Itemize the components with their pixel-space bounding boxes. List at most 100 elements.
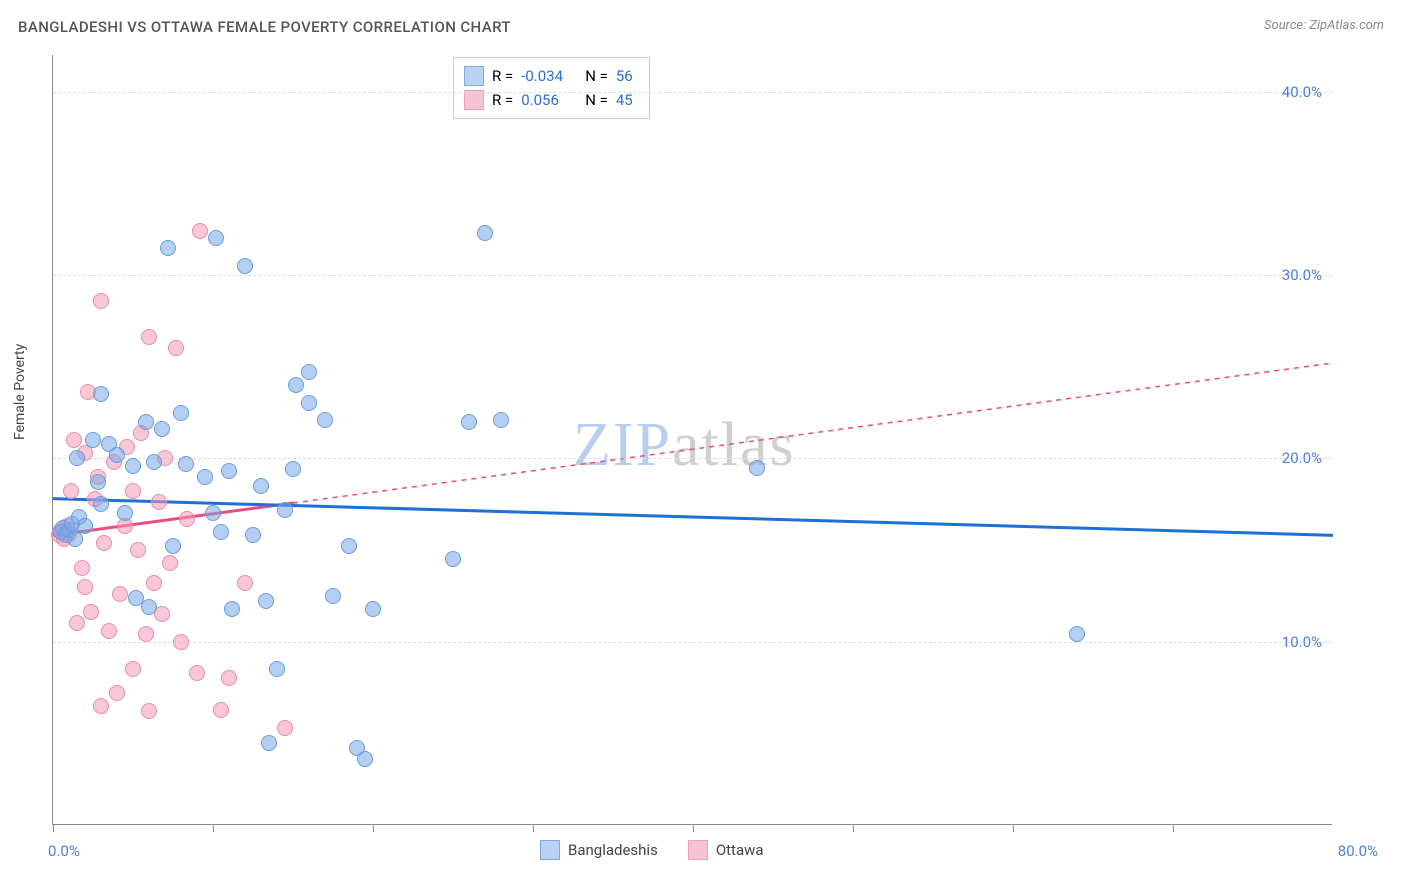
scatter-point-bangladeshis <box>208 230 224 246</box>
x-axis-tick <box>53 824 54 832</box>
scatter-point-bangladeshis <box>317 412 333 428</box>
scatter-point-bangladeshis <box>277 502 293 518</box>
gridline-horizontal <box>53 458 1332 459</box>
scatter-point-bangladeshis <box>237 258 253 274</box>
scatter-point-bangladeshis <box>461 414 477 430</box>
scatter-point-ottawa <box>101 623 117 639</box>
scatter-point-ottawa <box>93 293 109 309</box>
gridline-horizontal <box>53 275 1332 276</box>
scatter-point-bangladeshis <box>213 524 229 540</box>
x-axis-min-label: 0.0% <box>48 842 80 860</box>
x-axis-tick <box>853 824 854 832</box>
scatter-point-ottawa <box>237 575 253 591</box>
legend-r-label: R = <box>492 64 513 88</box>
scatter-point-bangladeshis <box>749 460 765 476</box>
scatter-point-ottawa <box>192 223 208 239</box>
scatter-point-ottawa <box>109 685 125 701</box>
scatter-point-bangladeshis <box>165 538 181 554</box>
scatter-point-bangladeshis <box>154 421 170 437</box>
scatter-point-bangladeshis <box>221 463 237 479</box>
legend-r-value-a: -0.034 <box>521 64 577 88</box>
legend-n-value-a: 56 <box>616 64 633 88</box>
correlation-legend-box: R = -0.034 N = 56 R = 0.056 N = 45 <box>453 57 650 119</box>
trend-lines-layer <box>53 55 1333 825</box>
scatter-point-ottawa <box>168 340 184 356</box>
scatter-point-bangladeshis <box>258 593 274 609</box>
scatter-point-bangladeshis <box>197 469 213 485</box>
scatter-point-ottawa <box>151 494 167 510</box>
scatter-point-ottawa <box>96 535 112 551</box>
swatch-ottawa-icon <box>688 840 708 860</box>
scatter-point-bangladeshis <box>365 601 381 617</box>
scatter-point-bangladeshis <box>325 588 341 604</box>
scatter-point-ottawa <box>83 604 99 620</box>
scatter-point-bangladeshis <box>146 454 162 470</box>
scatter-point-ottawa <box>112 586 128 602</box>
source-label: Source: ZipAtlas.com <box>1264 18 1384 33</box>
x-axis-max-label: 80.0% <box>1338 842 1378 860</box>
swatch-ottawa-icon <box>464 90 484 110</box>
series-legend: Bangladeshis Ottawa <box>540 840 764 860</box>
x-axis-tick <box>693 824 694 832</box>
scatter-point-bangladeshis <box>285 461 301 477</box>
watermark-atlas-text: atlas <box>672 411 796 479</box>
scatter-point-bangladeshis <box>261 735 277 751</box>
scatter-point-bangladeshis <box>160 240 176 256</box>
scatter-plot-area: ZIPatlas R = -0.034 N = 56 R = 0.056 N =… <box>52 55 1332 825</box>
scatter-point-bangladeshis <box>493 412 509 428</box>
scatter-point-ottawa <box>125 661 141 677</box>
y-axis-tick-label: 10.0% <box>1282 633 1322 651</box>
scatter-point-bangladeshis <box>341 538 357 554</box>
scatter-point-bangladeshis <box>77 518 93 534</box>
scatter-point-bangladeshis <box>141 599 157 615</box>
scatter-point-bangladeshis <box>1069 626 1085 642</box>
swatch-bangladeshis-icon <box>464 66 484 86</box>
scatter-point-ottawa <box>93 698 109 714</box>
watermark-zip-text: ZIP <box>573 411 672 479</box>
scatter-point-ottawa <box>141 329 157 345</box>
scatter-point-ottawa <box>146 575 162 591</box>
scatter-point-ottawa <box>77 579 93 595</box>
y-axis-tick-label: 30.0% <box>1282 266 1322 284</box>
scatter-point-ottawa <box>173 634 189 650</box>
scatter-point-bangladeshis <box>93 496 109 512</box>
gridline-horizontal <box>53 642 1332 643</box>
scatter-point-ottawa <box>69 615 85 631</box>
scatter-point-bangladeshis <box>288 377 304 393</box>
scatter-point-ottawa <box>179 511 195 527</box>
scatter-point-bangladeshis <box>357 751 373 767</box>
scatter-point-bangladeshis <box>85 432 101 448</box>
scatter-point-bangladeshis <box>109 447 125 463</box>
x-axis-tick <box>213 824 214 832</box>
scatter-point-bangladeshis <box>173 405 189 421</box>
x-axis-tick <box>533 824 534 832</box>
scatter-point-ottawa <box>74 560 90 576</box>
scatter-point-ottawa <box>63 483 79 499</box>
scatter-point-ottawa <box>130 542 146 558</box>
x-axis-tick <box>1013 824 1014 832</box>
scatter-point-ottawa <box>213 702 229 718</box>
scatter-point-bangladeshis <box>69 450 85 466</box>
gridline-horizontal <box>53 92 1332 93</box>
legend-n-label: N = <box>585 64 608 88</box>
scatter-point-bangladeshis <box>477 225 493 241</box>
chart-title: BANGLADESHI VS OTTAWA FEMALE POVERTY COR… <box>18 18 511 36</box>
x-axis-tick <box>373 824 374 832</box>
scatter-point-ottawa <box>189 665 205 681</box>
scatter-point-bangladeshis <box>301 395 317 411</box>
scatter-point-bangladeshis <box>205 505 221 521</box>
swatch-bangladeshis-icon <box>540 840 560 860</box>
y-axis-tick-label: 20.0% <box>1282 449 1322 467</box>
scatter-point-bangladeshis <box>253 478 269 494</box>
scatter-point-bangladeshis <box>93 386 109 402</box>
scatter-point-ottawa <box>221 670 237 686</box>
scatter-point-bangladeshis <box>245 527 261 543</box>
scatter-point-bangladeshis <box>224 601 240 617</box>
series-legend-item-b: Ottawa <box>688 840 764 860</box>
scatter-point-ottawa <box>277 720 293 736</box>
scatter-point-ottawa <box>141 703 157 719</box>
series-legend-label-a: Bangladeshis <box>568 841 658 859</box>
scatter-point-bangladeshis <box>125 458 141 474</box>
series-legend-label-b: Ottawa <box>716 841 764 859</box>
scatter-point-ottawa <box>125 483 141 499</box>
